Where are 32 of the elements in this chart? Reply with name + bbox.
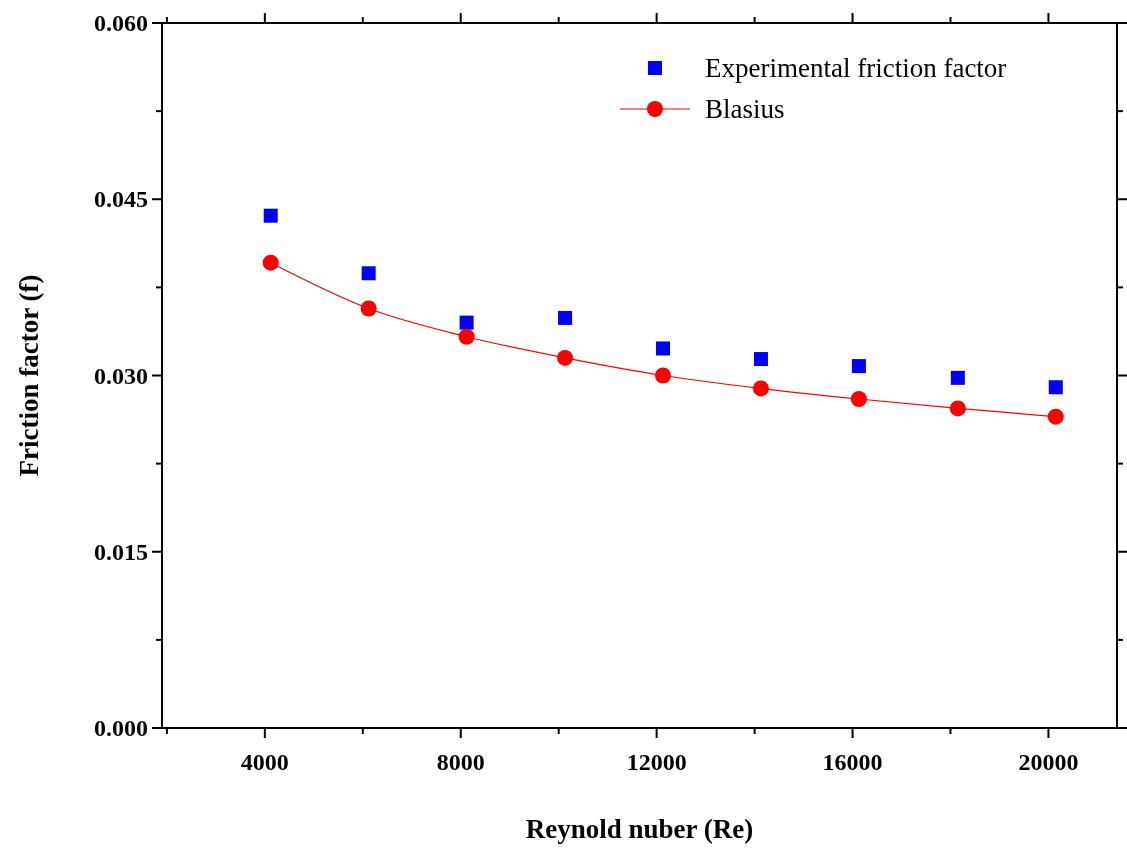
y-tick-label: 0.030 — [94, 362, 148, 389]
legend-label: Experimental friction factor — [705, 53, 1007, 83]
point — [361, 266, 376, 281]
point — [656, 341, 671, 356]
point — [557, 349, 574, 366]
point — [655, 367, 672, 384]
point — [360, 300, 377, 317]
point — [558, 310, 573, 325]
point — [459, 315, 474, 330]
point — [753, 352, 768, 367]
legend-label: Blasius — [705, 94, 785, 124]
point — [949, 400, 966, 417]
x-tick-label: 8000 — [436, 749, 485, 775]
y-tick-label: 0.045 — [94, 186, 148, 213]
x-tick-label: 16000 — [822, 749, 883, 775]
y-axis-title: Friction factor (f) — [14, 274, 44, 477]
point — [1047, 408, 1064, 425]
x-tick-label: 12000 — [626, 749, 687, 775]
y-tick-label: 0.015 — [94, 538, 148, 565]
point — [950, 370, 965, 385]
x-tick-label: 20000 — [1018, 749, 1079, 775]
point — [263, 208, 278, 223]
y-tick-label: 0.000 — [94, 715, 148, 741]
point — [752, 380, 769, 397]
point — [850, 391, 867, 407]
point — [1048, 380, 1063, 395]
x-tick-label: 4000 — [240, 749, 289, 775]
point — [851, 359, 866, 374]
x-axis-title: Reynold nuber (Re) — [525, 814, 754, 844]
point — [262, 254, 279, 271]
y-tick-label: 0.060 — [94, 10, 148, 36]
point — [458, 328, 475, 345]
